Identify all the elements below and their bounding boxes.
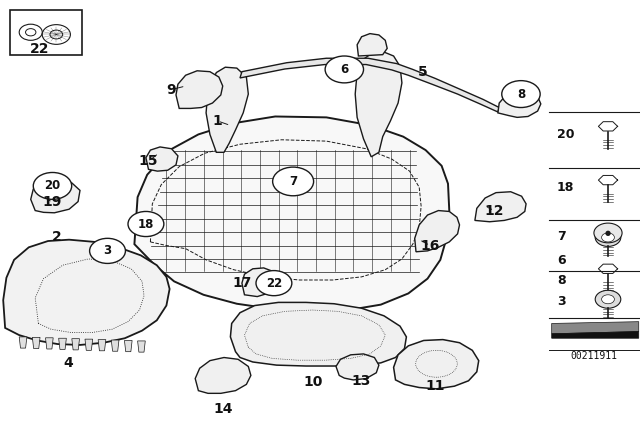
Text: 20: 20: [557, 128, 574, 141]
Text: 22: 22: [266, 276, 282, 290]
Polygon shape: [206, 67, 248, 152]
Polygon shape: [176, 71, 223, 108]
Text: 22: 22: [30, 42, 49, 56]
Text: 3: 3: [557, 294, 565, 308]
Circle shape: [595, 290, 621, 308]
Polygon shape: [3, 240, 170, 345]
Polygon shape: [415, 211, 460, 252]
Text: 5: 5: [417, 65, 428, 79]
Polygon shape: [138, 341, 145, 352]
Polygon shape: [146, 147, 178, 171]
Polygon shape: [111, 340, 119, 351]
Polygon shape: [31, 179, 80, 213]
Polygon shape: [394, 340, 479, 389]
Circle shape: [325, 56, 364, 83]
Text: 18: 18: [557, 181, 574, 194]
Polygon shape: [195, 358, 251, 393]
Polygon shape: [19, 337, 27, 348]
Circle shape: [256, 271, 292, 296]
Text: 8: 8: [557, 273, 565, 287]
Polygon shape: [336, 354, 379, 380]
Text: 3: 3: [104, 244, 111, 258]
Text: 17: 17: [232, 276, 252, 290]
FancyBboxPatch shape: [10, 10, 82, 55]
Polygon shape: [475, 192, 526, 222]
Polygon shape: [85, 339, 93, 350]
Circle shape: [595, 228, 621, 246]
Circle shape: [19, 24, 42, 40]
Circle shape: [273, 167, 314, 196]
Text: 11: 11: [426, 379, 445, 393]
Circle shape: [594, 223, 622, 243]
Circle shape: [502, 81, 540, 108]
Polygon shape: [230, 302, 406, 366]
Text: 15: 15: [139, 154, 158, 168]
Text: 4: 4: [63, 356, 73, 370]
Polygon shape: [124, 340, 132, 352]
Text: 14: 14: [213, 401, 232, 416]
Text: 1: 1: [212, 114, 223, 128]
Circle shape: [602, 233, 614, 242]
Circle shape: [90, 238, 125, 263]
Text: 10: 10: [304, 375, 323, 389]
Text: 00211911: 00211911: [570, 351, 618, 361]
Text: 9: 9: [166, 82, 177, 97]
Text: 6: 6: [340, 63, 348, 76]
Polygon shape: [45, 338, 53, 349]
Text: 13: 13: [351, 374, 371, 388]
Polygon shape: [498, 90, 541, 117]
Text: ●: ●: [605, 230, 611, 236]
Polygon shape: [59, 338, 67, 349]
Circle shape: [42, 25, 70, 44]
Text: 18: 18: [138, 217, 154, 231]
Text: 16: 16: [420, 238, 440, 253]
Polygon shape: [134, 116, 449, 311]
Circle shape: [128, 211, 164, 237]
Polygon shape: [242, 268, 275, 297]
Polygon shape: [355, 52, 402, 157]
Text: 7: 7: [557, 230, 566, 243]
Text: 12: 12: [484, 203, 504, 218]
Polygon shape: [552, 322, 639, 334]
Text: 20: 20: [44, 179, 61, 193]
Polygon shape: [357, 34, 387, 56]
Text: 8: 8: [517, 87, 525, 101]
Polygon shape: [240, 58, 499, 112]
Polygon shape: [72, 339, 79, 350]
Text: 6: 6: [557, 254, 565, 267]
Circle shape: [602, 295, 614, 304]
Text: 7: 7: [289, 175, 297, 188]
Polygon shape: [33, 337, 40, 349]
Polygon shape: [552, 332, 639, 338]
Circle shape: [33, 172, 72, 199]
Text: 19: 19: [43, 195, 62, 210]
Text: 2: 2: [51, 230, 61, 245]
Polygon shape: [98, 340, 106, 351]
